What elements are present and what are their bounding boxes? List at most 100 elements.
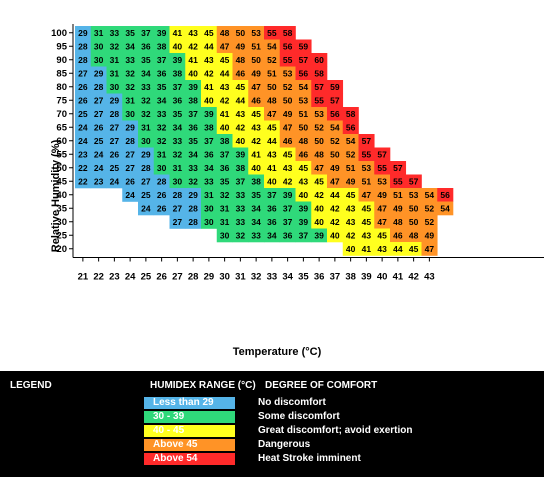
legend-comfort: Heat Stroke imminent xyxy=(258,453,361,464)
cell-value-label: 47 xyxy=(330,176,340,186)
heatmap-cell xyxy=(264,188,281,202)
cell-value-label: 49 xyxy=(425,230,435,240)
heatmap-cell xyxy=(311,161,328,175)
cell-value-label: 27 xyxy=(141,176,151,186)
cell-value-label: 52 xyxy=(267,55,277,65)
cell-value-label: 37 xyxy=(141,28,151,38)
cell-value-label: 39 xyxy=(314,230,324,240)
cell-value-label: 52 xyxy=(283,82,293,92)
heatmap-cell xyxy=(122,107,139,121)
cell-value-label: 58 xyxy=(346,109,356,119)
heatmap-cell xyxy=(248,201,265,216)
heatmap-cell xyxy=(295,80,312,94)
cell-value-label: 30 xyxy=(141,136,151,146)
cell-value-label: 38 xyxy=(251,176,261,186)
cell-value-label: 37 xyxy=(267,190,277,200)
cell-value-label: 33 xyxy=(110,28,120,38)
x-tick-label: 35 xyxy=(298,272,309,283)
heatmap-cell xyxy=(185,107,202,121)
cell-value-label: 52 xyxy=(425,203,435,213)
heatmap-cell xyxy=(342,107,359,121)
humidex-table-chart: 100 29 31 33 35 37 39 41 43 45 48 50 53 55 58 95 28 30 32 3… xyxy=(51,24,544,283)
heatmap-cell xyxy=(169,161,186,175)
x-tick-label: 27 xyxy=(172,272,183,283)
cell-value-label: 32 xyxy=(125,82,135,92)
cell-value-label: 57 xyxy=(330,95,340,105)
cell-value-label: 26 xyxy=(157,203,167,213)
heatmap-cell xyxy=(75,93,92,108)
heatmap-cell xyxy=(232,93,249,108)
cell-value-label: 36 xyxy=(173,95,183,105)
cell-value-label: 44 xyxy=(236,95,246,105)
heatmap-cell xyxy=(216,188,233,202)
heatmap-cell xyxy=(264,107,281,121)
cell-value-label: 27 xyxy=(78,68,88,78)
cell-value-label: 51 xyxy=(267,68,277,78)
heatmap-cell xyxy=(90,39,107,54)
heatmap-cell xyxy=(201,188,218,202)
cell-value-label: 31 xyxy=(141,122,151,132)
heatmap-cell xyxy=(405,188,422,202)
heatmap-cell xyxy=(295,174,312,189)
heatmap-cell xyxy=(106,93,123,108)
y-tick-label: 70 xyxy=(56,109,67,120)
cell-value-label: 32 xyxy=(110,41,120,51)
y-tick-label: 35 xyxy=(56,204,67,215)
x-tick-label: 28 xyxy=(188,272,199,283)
cell-value-label: 27 xyxy=(173,203,183,213)
heatmap-cell xyxy=(90,53,107,67)
cell-value-label: 31 xyxy=(220,203,230,213)
heatmap-cell xyxy=(264,120,281,135)
heatmap-cell xyxy=(185,53,202,67)
heatmap-cell xyxy=(153,107,170,121)
heatmap-cell xyxy=(185,201,202,216)
cell-value-label: 40 xyxy=(204,95,214,105)
cell-value-label: 29 xyxy=(141,149,151,159)
heatmap-cell xyxy=(264,66,281,81)
heatmap-cell xyxy=(295,201,312,216)
heatmap-cell xyxy=(216,39,233,54)
heatmap-cell xyxy=(138,66,155,81)
y-tick-label: 65 xyxy=(56,123,67,134)
cell-value-label: 32 xyxy=(188,176,198,186)
heatmap-cell xyxy=(279,107,296,121)
cell-value-label: 44 xyxy=(204,41,214,51)
cell-value-label: 37 xyxy=(283,217,293,227)
heatmap-cell xyxy=(358,242,375,256)
cell-value-label: 34 xyxy=(251,203,261,213)
cell-value-label: 41 xyxy=(362,244,372,254)
heatmap-cell xyxy=(374,174,391,189)
cell-value-label: 39 xyxy=(236,149,246,159)
heatmap-cell xyxy=(201,161,218,175)
cell-value-label: 44 xyxy=(393,244,403,254)
heatmap-cell xyxy=(311,228,328,243)
heatmap-cell xyxy=(153,53,170,67)
heatmap-cell xyxy=(106,174,123,189)
cell-value-label: 27 xyxy=(110,122,120,132)
heatmap-cell xyxy=(122,120,139,135)
cell-value-label: 58 xyxy=(283,28,293,38)
heatmap-cell xyxy=(390,161,407,175)
cell-value-label: 35 xyxy=(220,176,230,186)
heatmap-cell xyxy=(138,201,155,216)
cell-value-label: 40 xyxy=(299,190,309,200)
heatmap-cell xyxy=(405,215,422,229)
heatmap-cell xyxy=(248,134,265,148)
heatmap-cell xyxy=(106,107,123,121)
cell-value-label: 36 xyxy=(157,68,167,78)
x-tick-label: 23 xyxy=(109,272,120,283)
heatmap-cell xyxy=(185,147,202,162)
heatmap-cell xyxy=(153,39,170,54)
heatmap-cell xyxy=(374,147,391,162)
heatmap-cell xyxy=(201,80,218,94)
cell-value-label: 41 xyxy=(204,82,214,92)
cell-value-label: 50 xyxy=(251,55,261,65)
heatmap-cell xyxy=(232,39,249,54)
cell-value-label: 43 xyxy=(299,176,309,186)
heatmap-cell xyxy=(279,134,296,148)
heatmap-cell xyxy=(279,228,296,243)
x-tick-label: 26 xyxy=(156,272,167,283)
heatmap-cell xyxy=(248,174,265,189)
y-tick-label: 20 xyxy=(56,244,67,255)
cell-value-label: 42 xyxy=(204,68,214,78)
